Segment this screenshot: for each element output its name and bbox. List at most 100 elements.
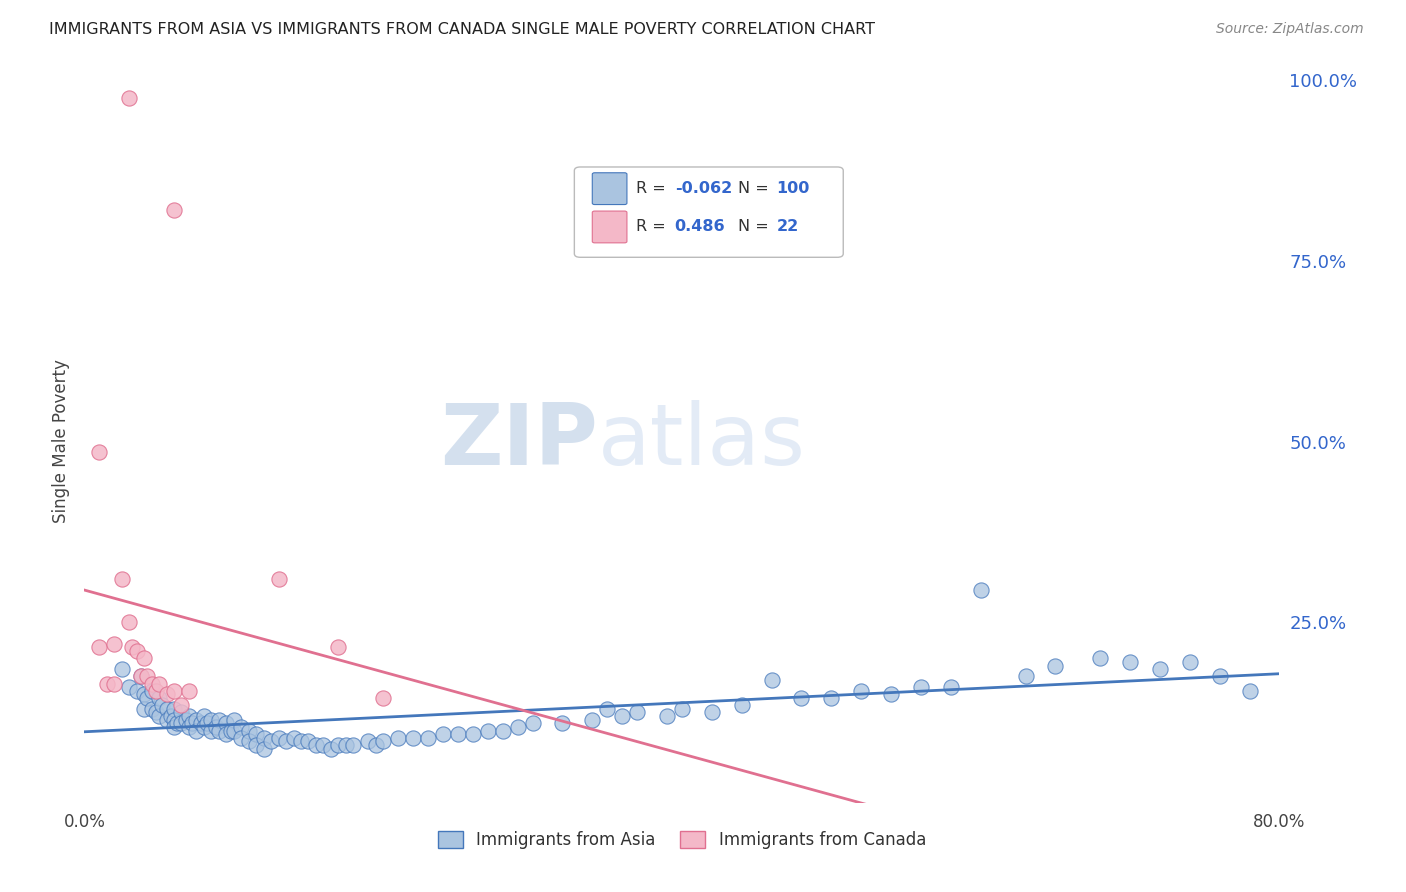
Point xyxy=(1239,683,1261,698)
Point xyxy=(290,734,312,748)
Point xyxy=(148,691,170,706)
Point xyxy=(1090,651,1112,665)
Point xyxy=(215,727,238,741)
Point xyxy=(125,644,148,658)
Point xyxy=(96,676,118,690)
Point xyxy=(335,738,357,752)
Text: R =: R = xyxy=(637,181,672,196)
Point xyxy=(245,738,267,752)
Point xyxy=(312,738,335,752)
Text: ZIP: ZIP xyxy=(440,400,599,483)
Point xyxy=(219,723,242,738)
Point xyxy=(111,572,134,586)
Point xyxy=(551,716,574,731)
Point xyxy=(910,680,932,694)
Point xyxy=(357,734,380,748)
Point xyxy=(432,727,454,741)
Point xyxy=(170,716,193,731)
Point xyxy=(283,731,305,745)
Point xyxy=(416,731,439,745)
Point xyxy=(655,709,678,723)
Text: IMMIGRANTS FROM ASIA VS IMMIGRANTS FROM CANADA SINGLE MALE POVERTY CORRELATION C: IMMIGRANTS FROM ASIA VS IMMIGRANTS FROM … xyxy=(49,22,875,37)
Point xyxy=(274,734,297,748)
Point xyxy=(612,709,634,723)
Point xyxy=(260,734,283,748)
Point xyxy=(166,716,188,731)
Point xyxy=(118,91,141,105)
Point xyxy=(238,734,260,748)
Point xyxy=(970,582,993,597)
Point xyxy=(700,706,723,720)
Point xyxy=(170,698,193,713)
Point xyxy=(1178,655,1201,669)
Point xyxy=(141,676,163,690)
Point xyxy=(141,683,163,698)
Point xyxy=(177,720,200,734)
Point xyxy=(626,706,648,720)
Point xyxy=(477,723,499,738)
Point xyxy=(939,680,962,694)
Point xyxy=(522,716,544,731)
Point xyxy=(145,683,167,698)
Point xyxy=(103,637,125,651)
Point xyxy=(231,731,253,745)
Point xyxy=(596,702,619,716)
Point xyxy=(89,640,111,655)
Point xyxy=(1045,658,1067,673)
Point xyxy=(1209,669,1232,683)
Point xyxy=(195,716,218,731)
Text: 0.486: 0.486 xyxy=(675,219,725,235)
Point xyxy=(132,687,156,701)
Text: atlas: atlas xyxy=(599,400,806,483)
Point xyxy=(118,680,141,694)
Point xyxy=(89,445,111,459)
Point xyxy=(267,572,290,586)
Point xyxy=(148,709,170,723)
Point xyxy=(141,702,163,716)
Point xyxy=(132,702,156,716)
Point xyxy=(222,713,245,727)
Point xyxy=(880,687,903,701)
Text: -0.062: -0.062 xyxy=(675,181,733,196)
Point xyxy=(181,716,204,731)
Point xyxy=(364,738,387,752)
Point xyxy=(267,731,290,745)
Point xyxy=(170,706,193,720)
Text: 100: 100 xyxy=(776,181,810,196)
Point xyxy=(193,709,215,723)
Point xyxy=(193,720,215,734)
Point xyxy=(215,716,238,731)
Text: 22: 22 xyxy=(776,219,799,235)
Point xyxy=(231,720,253,734)
Point xyxy=(155,713,177,727)
Point xyxy=(1119,655,1142,669)
Point xyxy=(163,713,186,727)
Point xyxy=(790,691,813,706)
Point xyxy=(506,720,529,734)
Point xyxy=(1014,669,1036,683)
Point xyxy=(103,676,125,690)
Point xyxy=(148,676,170,690)
Point xyxy=(851,683,873,698)
Point xyxy=(245,727,267,741)
Point xyxy=(402,731,425,745)
Point xyxy=(136,669,159,683)
Point xyxy=(461,727,484,741)
Point xyxy=(200,723,222,738)
Point xyxy=(373,691,395,706)
Point xyxy=(1149,662,1171,676)
Point xyxy=(129,669,152,683)
FancyBboxPatch shape xyxy=(592,211,627,243)
Point xyxy=(297,734,319,748)
Point xyxy=(581,713,603,727)
Point xyxy=(132,651,156,665)
Point xyxy=(186,713,208,727)
Point xyxy=(160,709,183,723)
Point xyxy=(328,738,350,752)
Point xyxy=(253,741,276,756)
Point xyxy=(136,691,159,706)
Point xyxy=(163,720,186,734)
Point xyxy=(205,720,228,734)
Point xyxy=(238,723,260,738)
Point xyxy=(177,683,200,698)
